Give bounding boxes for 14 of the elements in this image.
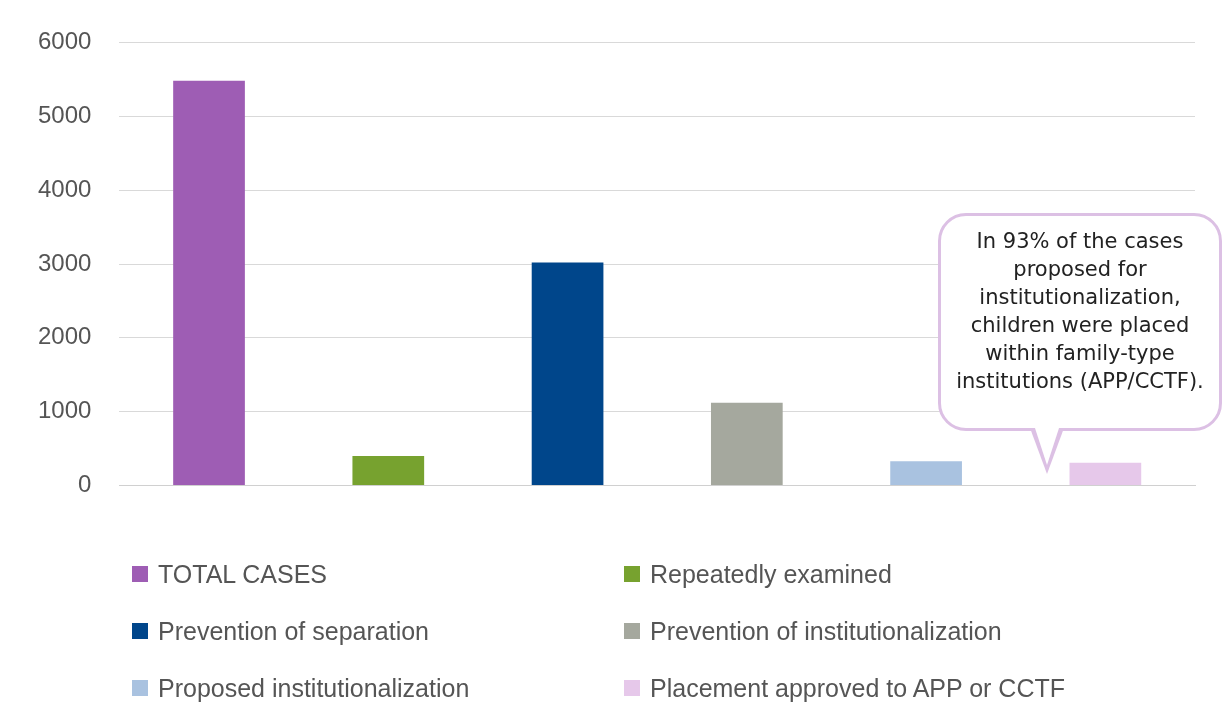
- annotation: In 93% of the cases proposed for institutionalization, children were placed within family-type institutions (APP/CCTF).: [955, 228, 1205, 395]
- legend-label: Repeatedly examined: [650, 559, 892, 589]
- y-tick-label: 5000: [38, 100, 92, 128]
- legend-label: Placement approved to APP or CCTF: [650, 673, 1066, 703]
- y-tick-label: 0: [78, 470, 92, 498]
- y-tick-label: 1000: [38, 396, 92, 424]
- legend-label: Prevention of institutionalization: [650, 616, 1002, 646]
- legend-label: Prevention of separation: [158, 616, 430, 646]
- y-tick-label: 6000: [38, 27, 92, 55]
- legend-label: TOTAL CASES: [158, 559, 328, 589]
- y-tick-label: 4000: [38, 174, 92, 202]
- y-tick-label: 3000: [38, 248, 92, 276]
- legend-label: Proposed institutionalization: [158, 673, 470, 703]
- y-tick-label: 2000: [38, 322, 92, 350]
